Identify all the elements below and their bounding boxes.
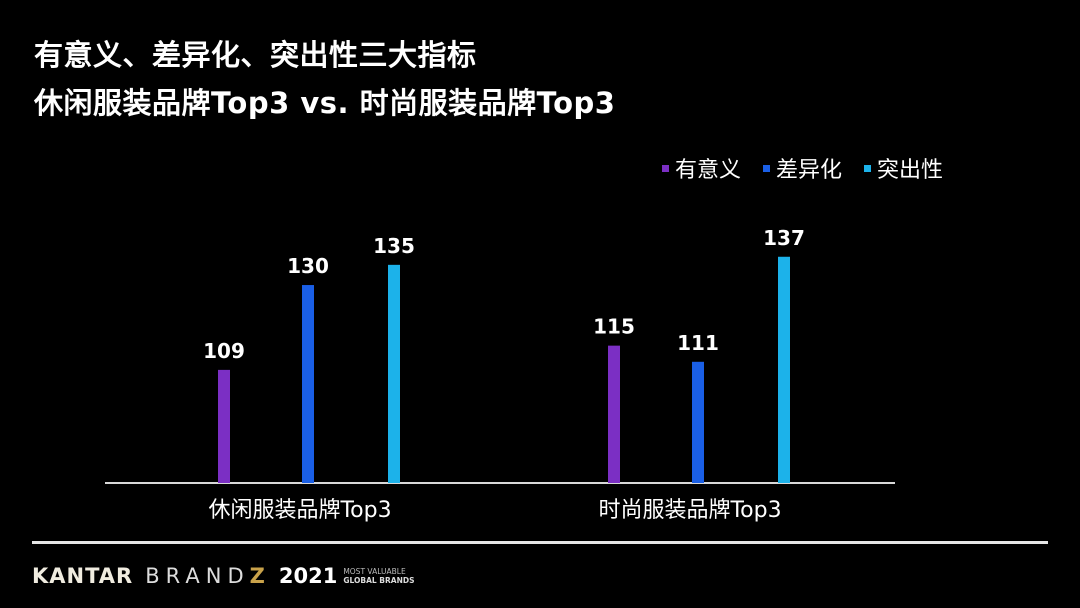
legend-swatch (864, 164, 872, 172)
x-tick-label: 时尚服装品牌Top3 (598, 498, 781, 523)
legend-item-salient: 突出性 (864, 152, 943, 184)
kantar-brandz-logo: KANTAR BRANDZ 2021 MOST VALUABLE GLOBAL … (32, 564, 414, 588)
data-label: 111 (677, 331, 719, 355)
data-label: 115 (593, 315, 635, 339)
logo-kantar: KANTAR (32, 564, 134, 588)
logo-year: 2021 (278, 564, 338, 588)
data-label: 135 (373, 234, 415, 258)
data-label: 130 (287, 254, 329, 278)
legend-label: 差异化 (776, 158, 843, 183)
bar (608, 345, 620, 483)
bar (218, 369, 230, 483)
bar (302, 285, 314, 483)
bar (778, 256, 790, 483)
data-label: 137 (763, 226, 805, 250)
legend-swatch (662, 164, 669, 172)
bar (692, 361, 704, 483)
legend-label: 有意义 (675, 158, 742, 183)
legend-item-meaningful: 有意义 (662, 152, 741, 184)
chart-title: 有意义、差异化、突出性三大指标 (34, 38, 477, 72)
chart-subtitle: 休闲服装品牌Top3 vs. 时尚服装品牌Top3 (34, 86, 616, 120)
legend-swatch (763, 164, 771, 172)
legend: 有意义 差异化 突出性 (662, 152, 943, 184)
legend-label: 突出性 (877, 158, 944, 183)
logo-tagline: MOST VALUABLE GLOBAL BRANDS (343, 567, 415, 585)
footer-divider (32, 541, 1048, 544)
legend-item-different: 差异化 (763, 152, 842, 184)
bar (388, 264, 400, 483)
logo-brandz: BRANDZ (145, 564, 271, 588)
data-label: 109 (203, 339, 245, 363)
x-tick-label: 休闲服装品牌Top3 (208, 498, 391, 523)
